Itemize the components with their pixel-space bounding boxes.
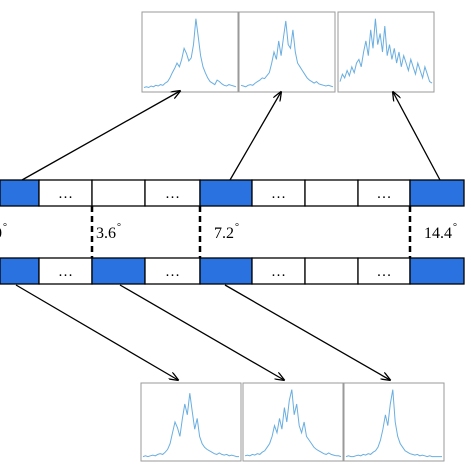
top-ellipsis-6: … — [271, 186, 286, 202]
spectrum-top-2-frame — [238, 11, 336, 93]
spectrum-top-3 — [339, 18, 433, 84]
bottom-spectrum-panels — [140, 382, 445, 462]
angle-value: 0 — [0, 225, 2, 242]
arrow-bottom-1 — [15, 284, 178, 380]
bottom-ellipsis-6: … — [271, 264, 286, 280]
bottom-cell-6 — [251, 257, 306, 285]
spectrum-bottom-1-frame — [140, 382, 242, 462]
degree-symbol: ° — [235, 222, 239, 233]
spectrum-bottom-2 — [244, 389, 342, 458]
bottom-cell-3 — [91, 257, 146, 285]
arrows — [15, 91, 441, 380]
degree-symbol: ° — [3, 222, 7, 233]
spectrum-bottom-3-frame — [343, 382, 445, 462]
arrow-top-2 — [229, 92, 281, 181]
top-cell-4 — [144, 179, 201, 207]
top-ellipsis-4: … — [165, 186, 180, 202]
spectrum-top-3-frame — [337, 11, 435, 93]
top-cell-5 — [199, 179, 253, 207]
angle-label-14-4: 14.4° — [424, 222, 457, 243]
spectrum-top-1-frame — [141, 11, 239, 93]
angle-value: 7.2 — [214, 225, 234, 242]
angle-value: 3.6 — [96, 225, 116, 242]
spectrum-bottom-1 — [142, 393, 239, 458]
bottom-ellipsis-8: … — [377, 264, 392, 280]
bottom-ellipsis-2: … — [58, 264, 73, 280]
top-cell-3 — [91, 179, 146, 207]
top-cell-7 — [304, 179, 359, 207]
spectrum-top-2 — [240, 20, 334, 88]
angle-value: 14.4 — [424, 225, 452, 242]
angle-label-3-6: 3.6° — [96, 222, 121, 243]
bottom-cell-strip: … … … … — [0, 257, 465, 285]
angle-label-7-2: 7.2° — [214, 222, 239, 243]
top-spectrum-panels — [141, 11, 435, 93]
angle-label-0: 0° — [0, 222, 7, 243]
degree-symbol: ° — [453, 222, 457, 233]
top-cell-1 — [0, 179, 40, 207]
top-ellipsis-8: … — [377, 186, 392, 202]
bottom-cell-4 — [144, 257, 201, 285]
bottom-ellipsis-4: … — [165, 264, 180, 280]
degree-symbol: ° — [117, 222, 121, 233]
top-cell-8 — [357, 179, 411, 207]
arrow-bottom-3 — [224, 284, 390, 380]
spectrum-top-1 — [143, 18, 237, 89]
bottom-cell-5 — [199, 257, 253, 285]
bottom-cell-9 — [409, 257, 465, 285]
top-cell-9 — [409, 179, 465, 207]
arrow-top-1 — [21, 91, 180, 181]
top-ellipsis-2: … — [58, 186, 73, 202]
spectrum-bottom-2-frame — [242, 382, 344, 462]
arrow-top-3 — [393, 92, 441, 181]
angle-separators — [90, 206, 412, 258]
top-cell-strip: … … … … — [0, 179, 465, 207]
bottom-cell-7 — [304, 257, 359, 285]
arrow-bottom-2 — [119, 284, 284, 380]
top-cell-2 — [38, 179, 93, 207]
spectrum-bottom-3 — [345, 389, 442, 458]
bottom-cell-1 — [0, 257, 40, 285]
bottom-cell-2 — [38, 257, 93, 285]
